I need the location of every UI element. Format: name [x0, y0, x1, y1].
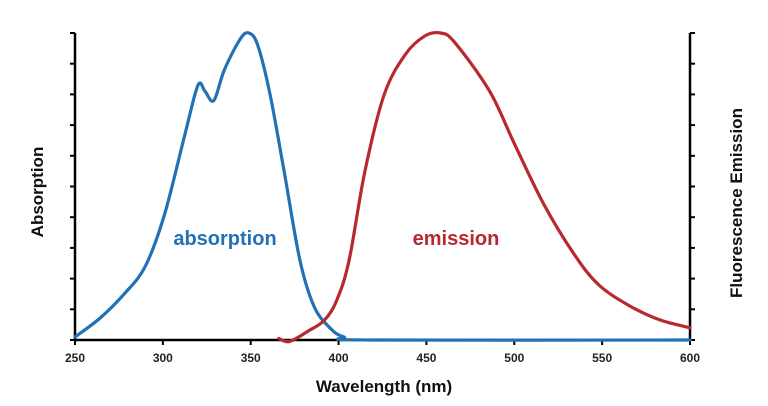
series-label-emission: emission — [413, 228, 500, 250]
y-axis-title-left: Absorption — [28, 147, 47, 238]
x-tick-label: 500 — [504, 351, 524, 365]
series-line-emission — [277, 30, 692, 344]
x-tick-label: 350 — [241, 351, 261, 365]
x-tick-label: 600 — [680, 351, 700, 365]
x-tick-label: 550 — [592, 351, 612, 365]
x-tick-label: 400 — [329, 351, 349, 365]
y-axis-title-right: Fluorescence Emission — [727, 108, 746, 298]
x-tick-label: 300 — [153, 351, 173, 365]
x-tick-label: 250 — [65, 351, 85, 365]
series-label-absorption: absorption — [173, 228, 276, 250]
x-axis-title: Wavelength (nm) — [316, 377, 452, 396]
series-line-absorption — [73, 31, 692, 342]
x-tick-label: 450 — [416, 351, 436, 365]
